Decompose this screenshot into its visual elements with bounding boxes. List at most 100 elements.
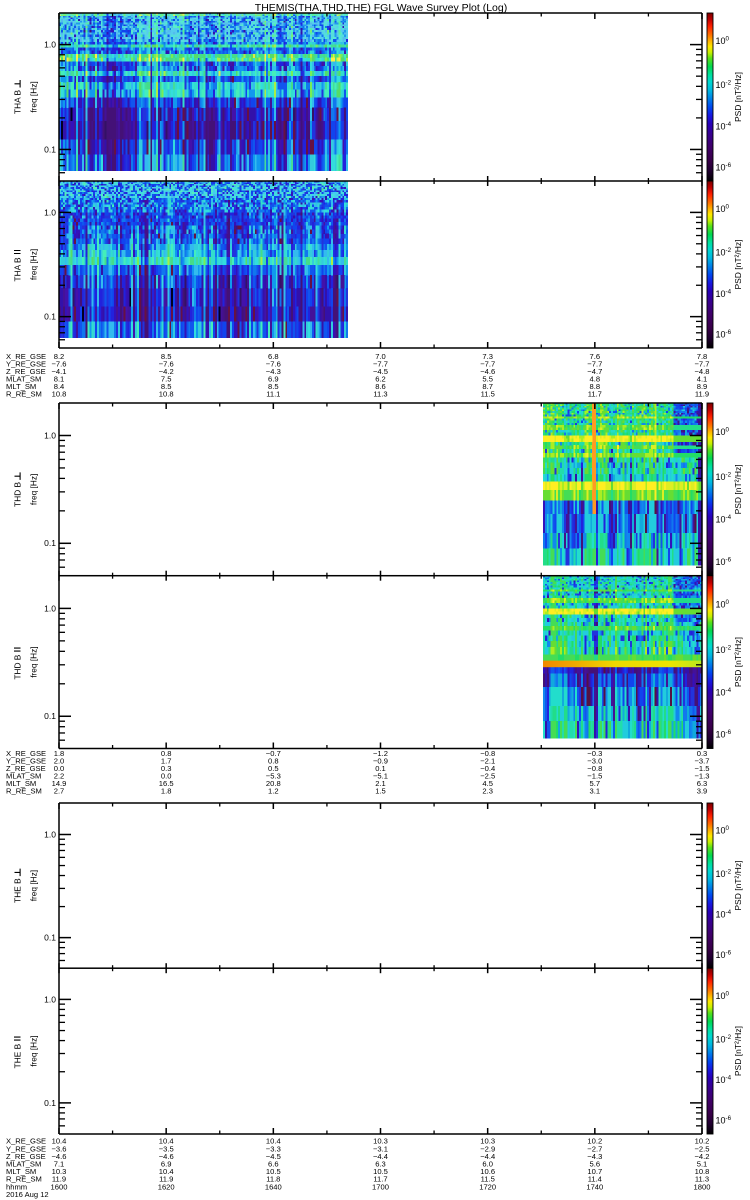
svg-text:10-2: 10-2 (716, 80, 732, 91)
svg-text:freq [Hz]: freq [Hz] (29, 474, 39, 505)
svg-text:MLT_SM: MLT_SM (6, 779, 36, 788)
svg-text:8.9: 8.9 (697, 382, 708, 391)
svg-text:7.8: 7.8 (697, 352, 708, 361)
svg-text:11.5: 11.5 (481, 390, 495, 399)
svg-text:10.8: 10.8 (52, 390, 67, 399)
svg-text:100: 100 (716, 36, 730, 47)
svg-text:4.1: 4.1 (697, 375, 708, 384)
svg-text:100: 100 (716, 825, 730, 836)
svg-text:5.6: 5.6 (590, 1160, 601, 1169)
svg-text:10.2: 10.2 (695, 1137, 710, 1146)
svg-text:−0.4: −0.4 (480, 764, 495, 773)
svg-text:−3.3: −3.3 (266, 1144, 281, 1153)
svg-text:11.3: 11.3 (695, 1175, 709, 1184)
svg-text:8.8: 8.8 (590, 382, 601, 391)
svg-text:−4.6: −4.6 (480, 367, 495, 376)
svg-text:PSD [nT²/Hz]: PSD [nT²/Hz] (733, 464, 743, 514)
svg-text:1.7: 1.7 (161, 757, 172, 766)
svg-text:3.9: 3.9 (697, 787, 708, 796)
svg-text:PSD [nT²/Hz]: PSD [nT²/Hz] (733, 637, 743, 687)
svg-text:10-6: 10-6 (716, 556, 732, 567)
svg-text:1640: 1640 (265, 1182, 282, 1191)
svg-text:−7.6: −7.6 (266, 360, 281, 369)
svg-text:5.5: 5.5 (482, 375, 493, 384)
svg-text:10-4: 10-4 (716, 514, 732, 525)
svg-text:X_RE_GSE: X_RE_GSE (6, 1137, 46, 1146)
svg-text:7.1: 7.1 (54, 1160, 65, 1169)
svg-text:−4.3: −4.3 (587, 1152, 602, 1161)
svg-text:Y_RE_GSE: Y_RE_GSE (6, 1144, 46, 1153)
svg-text:−2.5: −2.5 (480, 772, 495, 781)
svg-text:1.0: 1.0 (44, 603, 56, 613)
svg-text:−4.4: −4.4 (373, 1152, 388, 1161)
svg-text:−3.6: −3.6 (52, 1144, 67, 1153)
svg-text:10-2: 10-2 (716, 644, 732, 655)
svg-text:−5.3: −5.3 (266, 772, 281, 781)
svg-text:−1.3: −1.3 (695, 772, 710, 781)
svg-text:−1.5: −1.5 (695, 764, 710, 773)
svg-text:R_RE_SM: R_RE_SM (6, 787, 42, 796)
svg-text:freq [Hz]: freq [Hz] (29, 249, 39, 280)
svg-text:0.5: 0.5 (268, 764, 279, 773)
svg-text:−4.2: −4.2 (695, 1152, 710, 1161)
svg-text:−1.2: −1.2 (373, 749, 388, 758)
svg-text:−1.5: −1.5 (587, 772, 602, 781)
svg-text:10-6: 10-6 (716, 729, 732, 740)
svg-text:10-4: 10-4 (716, 1075, 732, 1086)
svg-text:freq [Hz]: freq [Hz] (29, 81, 39, 112)
svg-text:8.4: 8.4 (54, 382, 65, 391)
svg-text:100: 100 (716, 426, 730, 437)
svg-text:THD B: THD B (13, 481, 23, 506)
svg-text:PSD [nT²/Hz]: PSD [nT²/Hz] (733, 239, 743, 289)
svg-text:−7.7: −7.7 (480, 360, 495, 369)
svg-text:−4.5: −4.5 (266, 1152, 281, 1161)
svg-text:1620: 1620 (158, 1182, 175, 1191)
svg-text:11.5: 11.5 (481, 1175, 495, 1184)
svg-text:R_RE_SM: R_RE_SM (6, 390, 42, 399)
svg-text:10.2: 10.2 (587, 1137, 602, 1146)
svg-text:1.0: 1.0 (44, 207, 56, 217)
svg-text:100: 100 (716, 203, 730, 214)
svg-text:hhmm: hhmm (6, 1182, 27, 1191)
svg-text:X_RE_GSE: X_RE_GSE (6, 352, 46, 361)
svg-text:−2.1: −2.1 (480, 757, 495, 766)
svg-text:10.4: 10.4 (52, 1137, 67, 1146)
svg-text:8.1: 8.1 (54, 375, 65, 384)
svg-text:−4.8: −4.8 (695, 367, 710, 376)
svg-text:−4.1: −4.1 (52, 367, 67, 376)
svg-text:10-2: 10-2 (716, 472, 732, 483)
svg-text:−0.8: −0.8 (587, 764, 602, 773)
svg-text:10.7: 10.7 (587, 1167, 602, 1176)
svg-text:PSD [nT²/Hz]: PSD [nT²/Hz] (733, 861, 743, 911)
svg-text:5.7: 5.7 (590, 779, 601, 788)
svg-text:−4.3: −4.3 (266, 367, 281, 376)
svg-text:6.9: 6.9 (161, 1160, 172, 1169)
svg-text:7.6: 7.6 (590, 352, 601, 361)
svg-text:THD B: THD B (13, 654, 23, 679)
svg-text:−3.1: −3.1 (373, 1144, 388, 1153)
svg-text:10-2: 10-2 (716, 247, 732, 258)
svg-text:7.0: 7.0 (375, 352, 386, 361)
svg-text:10.8: 10.8 (695, 1167, 710, 1176)
svg-text:1.0: 1.0 (44, 829, 56, 839)
svg-text:MLT_SM: MLT_SM (6, 382, 36, 391)
svg-text:0.1: 0.1 (375, 764, 386, 773)
svg-text:8.2: 8.2 (54, 352, 65, 361)
svg-text:10.3: 10.3 (480, 1137, 495, 1146)
svg-text:Z_RE_GSE: Z_RE_GSE (6, 367, 46, 376)
svg-text:1720: 1720 (479, 1182, 496, 1191)
svg-text:−5.1: −5.1 (373, 772, 388, 781)
svg-text:10-2: 10-2 (716, 868, 732, 879)
svg-text:14.9: 14.9 (52, 779, 67, 788)
svg-text:6.9: 6.9 (268, 375, 279, 384)
svg-text:10-4: 10-4 (716, 121, 732, 132)
svg-text:Z_RE_GSE: Z_RE_GSE (6, 764, 46, 773)
svg-text:10-6: 10-6 (716, 162, 732, 173)
svg-text:10.5: 10.5 (373, 1167, 388, 1176)
svg-text:0.8: 0.8 (161, 749, 172, 758)
svg-text:10-6: 10-6 (716, 329, 732, 340)
svg-text:4.5: 4.5 (482, 779, 493, 788)
svg-text:−2.5: −2.5 (695, 1144, 710, 1153)
svg-text:11.7: 11.7 (373, 1175, 387, 1184)
svg-text:−2.9: −2.9 (480, 1144, 495, 1153)
